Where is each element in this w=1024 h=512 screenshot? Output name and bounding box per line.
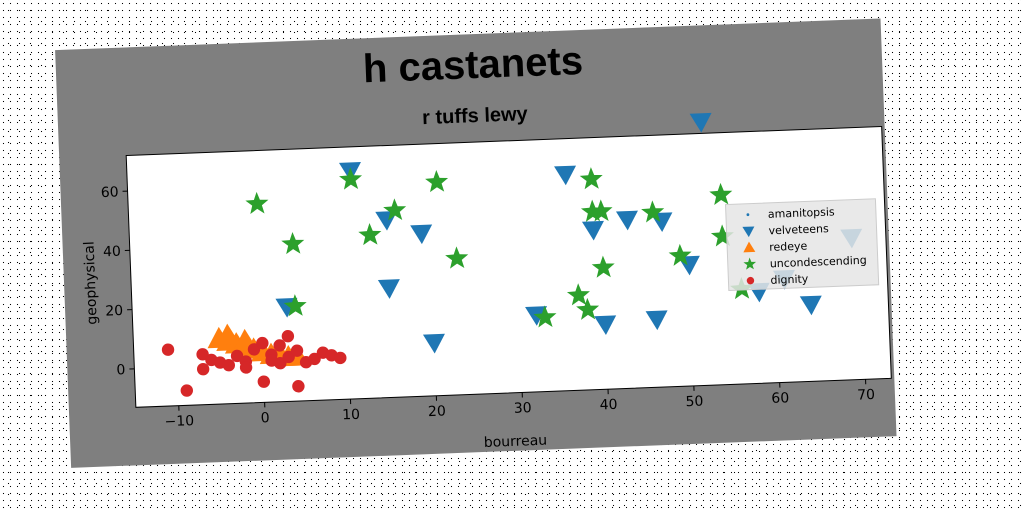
- point-dignity: [161, 343, 175, 356]
- point-velveteens: [422, 333, 445, 354]
- x-tick-label: 40: [599, 397, 617, 414]
- plot-area: [125, 125, 892, 408]
- point-uncondescending: [245, 191, 269, 214]
- y-tick-label: 0: [116, 362, 126, 378]
- point-velveteens: [799, 295, 822, 316]
- x-tick-label: −10: [164, 413, 194, 430]
- point-velveteens: [594, 315, 617, 336]
- legend-marker-uncondescending: [743, 257, 757, 270]
- legend-label: redeye: [769, 239, 808, 253]
- data-marks: [161, 112, 863, 397]
- legend-marker-dignity: [746, 276, 755, 285]
- point-velveteens: [689, 112, 712, 133]
- point-velveteens: [554, 165, 577, 186]
- x-tick-label: 50: [685, 394, 703, 411]
- x-tick-label: 30: [514, 400, 532, 417]
- point-uncondescending: [576, 297, 600, 320]
- x-axis-label: bourreau: [484, 433, 548, 451]
- point-dignity: [196, 348, 209, 361]
- point-dignity: [265, 354, 278, 367]
- legend-marker-velveteens: [742, 226, 755, 238]
- point-velveteens: [581, 220, 604, 241]
- chart-title: h castanets: [362, 39, 584, 91]
- point-dignity: [281, 330, 295, 343]
- x-tick-label: 10: [342, 407, 360, 424]
- point-velveteens: [615, 210, 638, 231]
- x-tick-label: 70: [857, 387, 875, 404]
- y-tick-label: 20: [105, 303, 123, 320]
- point-velveteens: [377, 279, 400, 299]
- point-uncondescending: [533, 305, 557, 328]
- point-dignity: [239, 361, 253, 374]
- chart-subtitle: r tuffs lewy: [422, 103, 529, 129]
- point-uncondescending: [589, 199, 613, 222]
- point-dignity: [180, 384, 194, 397]
- legend-label: velveteens: [768, 222, 829, 237]
- point-dignity: [196, 362, 210, 376]
- point-dignity: [257, 375, 271, 388]
- point-uncondescending: [579, 167, 603, 190]
- point-velveteens: [410, 224, 433, 245]
- point-dignity: [273, 339, 286, 352]
- legend-label: amanitopsis: [768, 205, 835, 221]
- point-uncondescending: [591, 255, 615, 278]
- point-dignity: [256, 336, 269, 350]
- point-uncondescending: [425, 170, 449, 193]
- legend-label: dignity: [770, 272, 809, 286]
- point-uncondescending: [283, 294, 307, 317]
- point-uncondescending: [709, 182, 733, 205]
- point-redeye: [216, 323, 241, 346]
- point-uncondescending: [339, 167, 363, 190]
- point-uncondescending: [383, 198, 407, 221]
- y-tick-label: 60: [100, 184, 118, 201]
- point-velveteens: [645, 310, 668, 331]
- point-dignity: [334, 351, 347, 365]
- x-tick-label: 0: [260, 410, 270, 426]
- y-tick-label: 40: [103, 244, 121, 261]
- axis-ticks: −10 0 10 20 30 40 50 60 70 0 20 40 60: [100, 184, 875, 430]
- point-uncondescending: [668, 243, 692, 266]
- point-uncondescending: [358, 223, 382, 246]
- point-dignity: [230, 349, 244, 363]
- x-tick-label: 60: [771, 390, 789, 407]
- x-tick-label: 20: [428, 403, 446, 420]
- point-uncondescending: [566, 283, 590, 306]
- legend-marker-redeye: [743, 241, 756, 253]
- point-uncondescending: [641, 200, 665, 223]
- legend-label: uncondescending: [770, 254, 867, 271]
- legend-box: [724, 198, 880, 291]
- legend-marker-amanitopsis: [746, 213, 750, 217]
- y-axis-label: geophysical: [81, 241, 100, 325]
- point-dignity: [292, 380, 305, 393]
- point-dignity: [222, 358, 236, 372]
- point-dignity: [290, 344, 304, 357]
- point-uncondescending: [445, 246, 469, 269]
- point-uncondescending: [281, 231, 305, 255]
